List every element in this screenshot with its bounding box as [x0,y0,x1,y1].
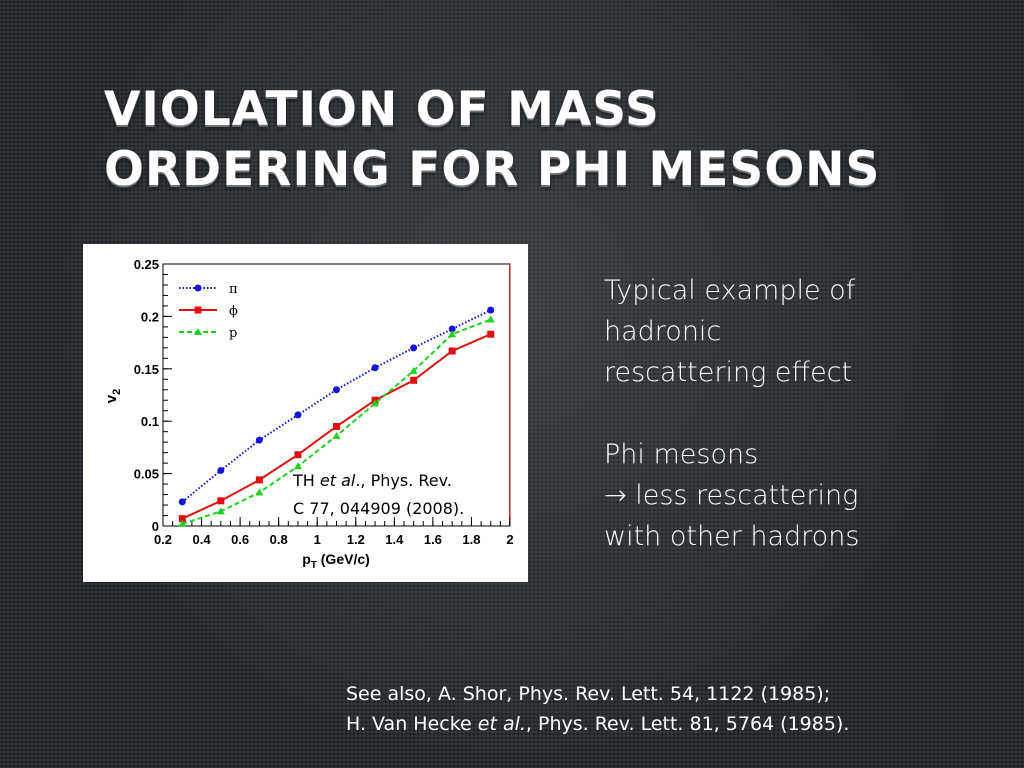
data-point-square [410,376,418,384]
data-point-circle [487,306,495,314]
x-tick-label: 1.6 [424,532,442,547]
footnote-line-1: See also, A. Shor, Phys. Rev. Lett. 54, … [346,683,831,705]
data-point-square [333,422,340,430]
y-axis-label: v2 [103,389,123,403]
legend-marker-circle [194,284,202,292]
data-point-triangle [332,431,341,439]
y-axis-label-sub: 2 [111,389,123,395]
data-point-square [294,451,302,459]
body-line-6: with other hadrons [604,521,860,552]
data-point-square [217,497,225,505]
x-tick-label: 0.4 [193,532,212,547]
citation-line-1-post: ., Phys. Rev. [355,471,452,490]
data-point-square [487,330,495,338]
body-text: Typical example of hadronic rescattering… [604,270,1004,557]
legend-label-0: π [229,282,238,297]
body-line-5-text: less rescattering [626,480,859,511]
body-line-2: hadronic [604,316,722,347]
series-line-2 [181,318,492,525]
footnote-line-2-pre: H. Van Hecke [346,713,478,735]
footnote-line-2-italic: et al. [477,713,526,735]
data-point-circle [410,344,418,352]
x-tick-label: 0.2 [154,532,172,547]
x-axis-label-sub: T [311,560,317,571]
data-point-triangle [216,507,225,515]
legend-marker-square [194,306,202,314]
data-point-circle [294,411,302,419]
body-line-4: Phi mesons [604,439,759,470]
legend-marker-triangle [194,328,202,335]
data-point-triangle [486,315,495,323]
footnote-line-2-post: , Phys. Rev. Lett. 81, 5764 (1985). [525,713,850,735]
x-axis-label-main: p [302,551,311,567]
citation-line-1-pre: TH [292,471,320,490]
data-point-circle [371,364,379,372]
data-point-triangle [293,462,302,470]
arrow-icon: → [604,480,627,511]
x-axis-label-rest: (GeV/c) [317,551,370,567]
data-point-circle [333,386,340,394]
v2-chart-panel: 0 0.05 0.1 0.15 0.2 0.25 0.2 0.4 0.6 0.8 1 1.2 1.4 1.… [83,244,528,582]
y-axis-label-main: v [103,394,120,403]
y-tick-label: 0.1 [141,414,159,429]
x-tick-label: 0.8 [270,532,288,547]
body-spacer [604,393,1004,434]
data-point-square [178,515,186,523]
title-line-1: VIOLATION OF MASS [104,82,660,137]
data-point-circle [255,436,263,444]
y-tick-label: 0.25 [134,257,159,272]
y-tick-label: 0 [152,519,159,534]
series-group [178,306,495,527]
x-tick-label: 2 [506,532,513,547]
footnote: See also, A. Shor, Phys. Rev. Lett. 54, … [346,679,1016,739]
data-point-circle [448,325,456,333]
x-tick-label: 1.8 [462,532,480,547]
citation-line-1: TH et al., Phys. Rev. [292,471,452,490]
data-point-triangle [448,330,457,338]
legend: πϕp [179,282,238,341]
x-tick-label: 1 [314,532,321,547]
data-point-circle [217,466,225,474]
axes: 0 0.05 0.1 0.15 0.2 0.25 0.2 0.4 0.6 0.8 1 1.2 1.4 1.… [134,257,514,547]
x-tick-label: 0.6 [231,532,249,547]
footnote-line-2: H. Van Hecke et al., Phys. Rev. Lett. 81… [346,709,1016,739]
y-tick-label: 0.05 [134,467,159,482]
legend-label-1: ϕ [229,304,238,319]
data-point-triangle [409,366,418,374]
data-point-triangle [178,519,187,527]
body-line-5: → less rescattering [604,475,1004,516]
data-point-square [255,476,263,484]
data-point-triangle [371,399,380,407]
y-tick-label: 0.2 [141,309,159,324]
x-tick-label: 1.2 [347,532,365,547]
plot-frame-red-edge [509,264,511,526]
slide-title: VIOLATION OF MASS ORDERING FOR PHI MESON… [104,80,964,200]
data-point-circle [178,498,186,506]
title-line-2: ORDERING FOR PHI MESONS [104,142,881,197]
legend-label-2: p [229,326,237,341]
x-tick-label: 1.4 [385,532,404,547]
body-line-1: Typical example of [604,275,856,306]
data-point-triangle [255,488,264,496]
citation-line-2: C 77, 044909 (2008). [293,499,464,518]
v2-chart: 0 0.05 0.1 0.15 0.2 0.25 0.2 0.4 0.6 0.8 1 1.2 1.4 1.… [103,257,514,571]
y-tick-label: 0.15 [134,362,159,377]
body-line-3: rescattering effect [604,357,853,388]
data-point-square [448,347,456,355]
x-axis-label: pT (GeV/c) [302,551,370,571]
citation-line-1-italic: et al [320,471,356,490]
